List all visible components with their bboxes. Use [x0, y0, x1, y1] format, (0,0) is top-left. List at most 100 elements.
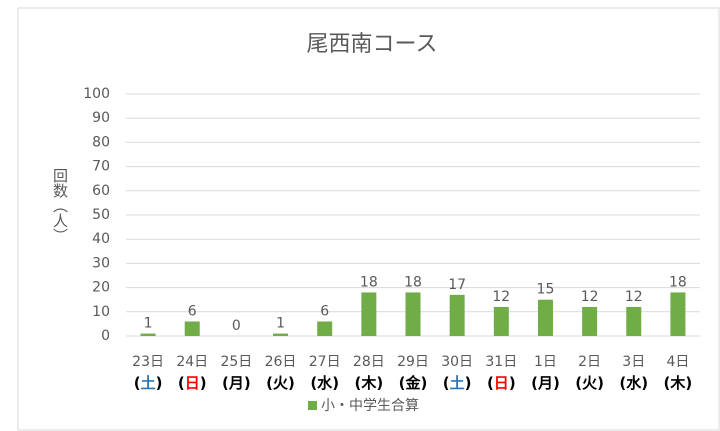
- weekday-char: ): [685, 374, 692, 392]
- weekday-char: (: [178, 374, 185, 392]
- weekday-char: (: [354, 374, 361, 392]
- data-label: 1: [144, 316, 153, 332]
- chart-frame: [17, 7, 720, 431]
- bar: [273, 333, 289, 336]
- weekday-char: 火: [582, 374, 598, 392]
- x-tick-label: 25日: [220, 354, 252, 370]
- x-tick-label: 24日: [176, 354, 208, 370]
- y-tick-label: 0: [101, 328, 110, 344]
- weekday-char: ): [332, 374, 339, 392]
- weekday-label: (火): [575, 374, 604, 392]
- bar: [626, 306, 642, 336]
- weekday-char: ): [553, 374, 560, 392]
- bar: [582, 306, 598, 336]
- weekday-char: ): [421, 374, 428, 392]
- weekday-char: (: [575, 374, 582, 392]
- y-tick-label: 10: [92, 304, 110, 320]
- y-tick-label: 70: [92, 159, 110, 175]
- y-tick-label: 30: [92, 255, 110, 271]
- data-label: 15: [537, 282, 555, 298]
- weekday-char: 日: [185, 374, 200, 392]
- x-tick-label: 3日: [622, 354, 645, 370]
- weekday-char: 水: [317, 374, 333, 392]
- x-tick-label: 31日: [485, 354, 517, 370]
- data-label: 18: [360, 274, 378, 290]
- weekday-label: (月): [531, 374, 560, 392]
- bar: [405, 292, 421, 336]
- bar: [317, 321, 333, 336]
- x-tick-label: 2日: [578, 354, 601, 370]
- weekday-char: 土: [141, 374, 156, 392]
- y-tick-label: 90: [92, 110, 110, 126]
- weekday-char: ): [376, 374, 383, 392]
- data-label: 12: [625, 289, 643, 305]
- x-tick-label: 28日: [353, 354, 385, 370]
- weekday-char: 月: [537, 374, 553, 392]
- data-label: 6: [320, 303, 329, 319]
- x-tick-label: 26日: [265, 354, 297, 370]
- weekday-char: 木: [669, 374, 686, 392]
- y-tick-label: 80: [92, 134, 110, 150]
- weekday-char: ): [288, 374, 295, 392]
- bar: [184, 321, 200, 336]
- data-label: 1: [276, 316, 285, 332]
- weekday-char: ): [641, 374, 648, 392]
- weekday-char: ): [200, 374, 207, 392]
- x-tick-label: 27日: [309, 354, 341, 370]
- legend-label: 小・中学生合算: [321, 398, 419, 414]
- weekday-label: (木): [354, 374, 383, 392]
- y-tick-label: 50: [92, 207, 110, 223]
- y-tick-label: 20: [92, 280, 110, 296]
- bar: [493, 306, 509, 336]
- weekday-char: (: [310, 374, 317, 392]
- x-tick-label: 23日: [132, 354, 164, 370]
- x-tick-label: 29日: [397, 354, 429, 370]
- legend-swatch: [308, 401, 317, 410]
- weekday-char: (: [619, 374, 626, 392]
- data-label: 17: [448, 277, 466, 293]
- weekday-label: (水): [619, 374, 648, 392]
- weekday-char: ): [156, 374, 163, 392]
- weekday-char: 木: [360, 374, 377, 392]
- data-label: 0: [232, 318, 241, 334]
- y-tick-label: 100: [83, 86, 110, 102]
- weekday-char: (: [664, 374, 671, 392]
- weekday-char: (: [399, 374, 406, 392]
- x-tick-label: 30日: [441, 354, 473, 370]
- weekday-char: (: [134, 374, 141, 392]
- weekday-label: (月): [222, 374, 251, 392]
- weekday-label: (木): [664, 374, 693, 392]
- x-tick-label: 4日: [666, 354, 689, 370]
- data-label: 12: [492, 289, 510, 305]
- weekday-char: 火: [273, 374, 289, 392]
- weekday-char: (: [487, 374, 494, 392]
- bar: [361, 292, 377, 336]
- weekday-char: 月: [228, 374, 244, 392]
- x-tick-label: 1日: [534, 354, 557, 370]
- data-label: 12: [581, 289, 599, 305]
- weekday-char: (: [443, 374, 450, 392]
- weekday-char: (: [266, 374, 273, 392]
- weekday-label: (日): [178, 374, 207, 392]
- chart-title: 尾西南コース: [307, 32, 438, 57]
- data-label: 18: [404, 274, 422, 290]
- y-axis-label: 回数（人）: [51, 168, 69, 243]
- weekday-char: 日: [494, 374, 509, 392]
- weekday-label: (日): [487, 374, 516, 392]
- weekday-char: 水: [626, 374, 642, 392]
- weekday-char: ): [509, 374, 516, 392]
- data-label: 18: [669, 274, 687, 290]
- weekday-char: (: [531, 374, 538, 392]
- bar: [670, 292, 686, 336]
- weekday-char: ): [465, 374, 472, 392]
- weekday-char: 金: [404, 374, 421, 392]
- bar: [449, 294, 465, 336]
- weekday-label: (土): [443, 374, 472, 392]
- y-tick-label: 40: [92, 231, 110, 247]
- bar: [537, 299, 553, 336]
- weekday-char: 土: [450, 374, 465, 392]
- weekday-label: (土): [134, 374, 163, 392]
- weekday-label: (金): [399, 374, 428, 392]
- weekday-char: ): [244, 374, 251, 392]
